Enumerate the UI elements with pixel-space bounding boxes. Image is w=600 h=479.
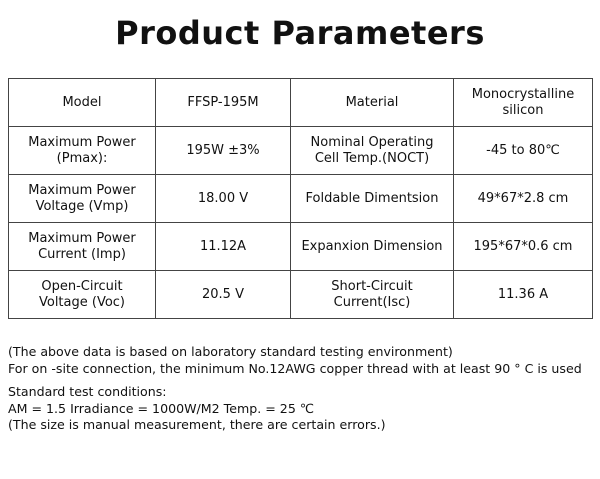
table-cell: 11.12A <box>155 222 291 271</box>
table-row: Open-Circuit Voltage (Voc) 20.5 V Short-Ci… <box>8 270 593 319</box>
table-cell: 195*67*0.6 cm <box>453 222 593 271</box>
table-cell: Nominal Operating Cell Temp.(NOCT) <box>290 126 454 175</box>
table-cell: Material <box>290 78 454 127</box>
table-cell: 18.00 V <box>155 174 291 223</box>
table-cell: Foldable Dimentsion <box>290 174 454 223</box>
parameter-table: Model FFSP-195M Material Monocrystalline si… <box>8 78 593 319</box>
table-cell: Maximum Power Voltage (Vmp) <box>8 174 156 223</box>
table-cell: 49*67*2.8 cm <box>453 174 593 223</box>
table-cell: -45 to 80℃ <box>453 126 593 175</box>
table-cell: 20.5 V <box>155 270 291 319</box>
note-line: (The above data is based on laboratory s… <box>8 344 453 359</box>
note-paragraph: Standard test conditions: AM = 1.5 Irradi… <box>8 384 598 434</box>
table-cell: FFSP-195M <box>155 78 291 127</box>
note-line: For on -site connection, the minimum No.… <box>8 360 582 376</box>
note-line: (The size is manual measurement, there a… <box>8 417 386 432</box>
table-cell: Open-Circuit Voltage (Voc) <box>8 270 156 319</box>
table-cell: Maximum Power Current (Imp) <box>8 222 156 271</box>
table-body: Model FFSP-195M Material Monocrystalline si… <box>8 78 593 319</box>
note-line: AM = 1.5 Irradiance = 1000W/M2 Temp. = 2… <box>8 400 314 416</box>
table-row: Maximum Power Current (Imp) 11.12A Expanxi… <box>8 222 593 271</box>
title: Product Parameters <box>115 14 485 52</box>
note-line: Standard test conditions: <box>8 384 167 399</box>
table-cell: Model <box>8 78 156 127</box>
table-cell: 195W ±3% <box>155 126 291 175</box>
notes: (The above data is based on laboratory s… <box>8 344 598 441</box>
table-cell: Maximum Power (Pmax): <box>8 126 156 175</box>
table-row: Maximum Power Voltage (Vmp) 18.00 V Foldab… <box>8 174 593 223</box>
table-cell: Short-Circuit Current(Isc) <box>290 270 454 319</box>
table-row: Model FFSP-195M Material Monocrystalline si… <box>8 78 593 127</box>
table-cell: Monocrystalline silicon <box>453 78 593 127</box>
table-cell: 11.36 A <box>453 270 593 319</box>
table-row: Maximum Power (Pmax): 195W ±3% Nominal Ope… <box>8 126 593 175</box>
table-cell: Expanxion Dimension <box>290 222 454 271</box>
note-paragraph: (The above data is based on laboratory s… <box>8 344 598 377</box>
